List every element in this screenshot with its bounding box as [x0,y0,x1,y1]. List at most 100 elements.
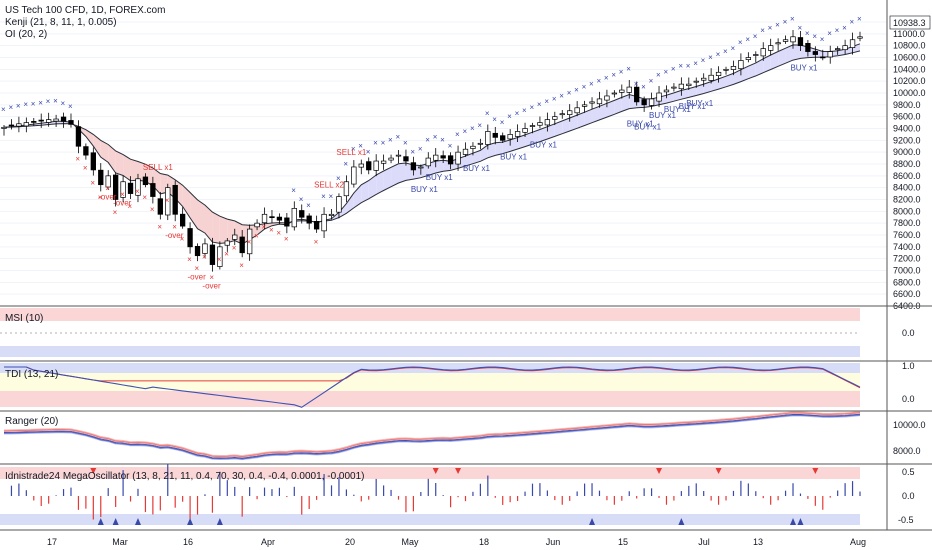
stop-marker: × [448,142,453,151]
price-tick-label: 8200.0 [893,195,921,205]
cloud-segment [264,222,272,230]
ranger-band-line [3,411,861,457]
stop-marker: × [492,115,497,124]
cloud-segment [770,51,779,70]
ranger-band-line [3,414,861,460]
cloud-segment [703,81,712,94]
stop-marker: × [284,235,289,244]
stop-marker: × [1,105,6,114]
oi-legend: OI (20, 2) [5,29,47,40]
candle-body [842,45,848,51]
stop-marker: × [418,145,423,154]
stop-marker: × [373,139,378,148]
cloud-segment [614,97,622,115]
stop-marker: × [396,133,401,142]
msi-pane[interactable]: MSI (10) 0.0 [0,308,915,357]
cloud-segment [502,139,511,154]
candle-body [440,155,446,159]
stop-marker: × [105,184,110,193]
osc-pane[interactable]: Idnistrade24 MegaOscillator (13, 8, 21, … [0,464,915,525]
price-axis[interactable]: 11200.011000.010800.010600.010400.010200… [893,17,926,311]
candle-body [537,122,543,126]
candle-body [492,132,498,138]
time-tick-label: 16 [183,537,193,547]
candle-body [827,51,833,58]
stop-marker: × [224,249,229,258]
stop-marker: × [31,100,36,109]
tdi-main-line [4,366,861,408]
candle-body [46,119,52,123]
price-tick-label: 6800.0 [893,277,921,287]
candle-body [455,151,461,165]
cloud-segment [592,106,600,123]
stop-marker: × [701,56,706,65]
stop-marker: × [262,223,267,232]
candle-body [797,37,804,47]
price-tick-label: 11000.0 [893,29,925,39]
stop-marker: × [276,229,281,238]
cloud-segment [763,55,771,73]
candle-body [574,107,580,114]
candles [1,29,863,272]
ranger-pane[interactable]: Ranger (20) 10000.0 8000.0 [3,411,926,461]
time-tick-label: Mar [112,537,128,547]
tdi-pane[interactable]: TDI (13, 21) 1.0 0.0 [0,361,915,408]
candle-body [552,116,558,120]
stop-marker: × [470,124,475,133]
price-tick-label: 7000.0 [893,266,921,276]
stop-marker: × [663,68,668,77]
over-signal-label: -over [113,198,132,207]
stop-marker: × [403,139,408,148]
stop-marker: × [314,237,319,246]
candle-body [805,42,811,52]
price-tick-label: 8600.0 [893,171,921,181]
candle-body [299,210,305,218]
price-tick-label: 7800.0 [893,218,921,228]
stop-marker: × [329,192,334,201]
cloud-segment [137,161,146,182]
stop-marker: × [515,109,520,118]
ranger-band-line [3,411,861,457]
candle-body [693,80,699,83]
candle-body [678,83,685,90]
stop-marker: × [172,223,177,232]
candle-body [663,89,670,93]
cloud-segment [368,174,377,199]
stop-marker: × [760,26,765,35]
cloud-segment [517,134,526,150]
stop-marker: × [53,97,58,106]
stop-marker: × [559,91,564,100]
cloud-segment [562,118,570,134]
candle-body [425,157,431,167]
stop-marker: × [358,142,363,151]
osc-sell-arrow [432,468,439,474]
osc-buy-arrow [589,518,596,525]
time-tick-label: Aug [850,537,866,547]
candle-body [686,83,692,86]
stop-marker: × [775,20,780,29]
candle-body [477,142,484,145]
ranger-band-line [3,412,861,458]
cloud-segment [465,153,473,167]
stop-marker: × [850,17,855,26]
price-tick-label: 10000.0 [893,88,926,98]
price-tick-label: 7200.0 [893,254,921,264]
msi-title: MSI (10) [5,313,43,324]
candle-body [388,157,394,161]
price-pane[interactable]: × × × × × × × × × ××××××××××××××××××××××××××× × ×××… [0,0,887,307]
ranger-title: Ranger (20) [5,416,58,427]
candle-body [857,36,863,39]
candle-body [306,215,312,224]
cloud-segment [435,160,444,174]
kenji-slow-line [3,50,861,226]
candle-body [351,166,357,185]
cloud-segment [115,150,124,176]
cloud-segment [130,159,138,181]
cloud-segment [606,100,615,118]
tdi-signal-line [4,366,861,389]
candle-body [775,42,781,45]
candle-body [634,86,640,103]
time-axis[interactable]: 17 Mar 16 Apr 20 May 18 Jun 15 Jul 13 Aug [47,537,866,547]
candle-body [403,156,409,162]
